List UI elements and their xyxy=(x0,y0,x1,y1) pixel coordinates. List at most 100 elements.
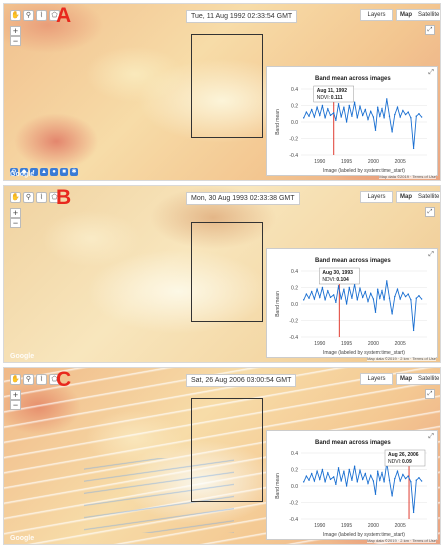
data-point xyxy=(324,117,326,119)
expand-icon[interactable]: ⤢ xyxy=(428,433,434,440)
data-point xyxy=(396,288,399,290)
tooltip-value: 0.111 xyxy=(331,95,343,101)
y-tick-label: 0.4 xyxy=(291,87,298,93)
y-tick-label: -0.4 xyxy=(289,153,298,159)
data-point xyxy=(321,104,324,107)
map-attribution[interactable]: Map data ©2019 · 2 km · Terms of Use xyxy=(367,356,436,361)
layers-button[interactable]: Layers xyxy=(360,191,393,203)
data-point xyxy=(415,479,417,481)
polyline-icon[interactable]: ⌇ xyxy=(36,192,47,203)
map-type-satellite-button[interactable]: Satellite xyxy=(418,376,440,382)
zoom-in-button[interactable]: + xyxy=(10,390,21,400)
hand-icon[interactable]: ✋ xyxy=(10,192,21,203)
map-panel-b[interactable]: ✋ ⚲ ⌇ ⬠ B Mon, 30 Aug 1993 02:33:38 GMT + −… xyxy=(3,185,441,363)
map-type-satellite-button[interactable]: Satellite xyxy=(418,12,440,18)
map-type-map-button[interactable]: Map xyxy=(400,12,412,18)
data-point xyxy=(379,115,381,117)
zoom-out-button[interactable]: − xyxy=(10,36,21,46)
map-panel-c[interactable]: ✋ ⚲ ⌇ ⬠ C Sat, 26 Aug 2006 03:00:54 GMT + −… xyxy=(3,367,441,545)
band-mean-chart[interactable]: ⤢ Band mean across images 0.4 0.2 0.0 -0.2 -0… xyxy=(266,430,438,540)
y-tick-label: -0.4 xyxy=(289,335,298,341)
data-point xyxy=(367,118,369,121)
x-tick-label: 2005 xyxy=(395,523,406,529)
drawing-toolbar: ✋ ⚲ ⌇ ⬠ xyxy=(10,192,60,206)
data-point xyxy=(340,480,342,482)
data-point xyxy=(327,290,329,292)
data-point xyxy=(327,472,329,474)
polygon-icon[interactable]: ⬠ xyxy=(49,374,60,385)
bottom-tool-icon[interactable]: ▲ xyxy=(40,168,48,176)
x-tick-label: 2000 xyxy=(368,159,379,165)
panel-letter: C xyxy=(56,368,72,391)
drawing-toolbar: ✋ ⚲ ⌇ ⬠ xyxy=(10,374,60,388)
polyline-icon[interactable]: ⌇ xyxy=(36,10,47,21)
marker-icon[interactable]: ⚲ xyxy=(23,374,34,385)
data-point xyxy=(319,114,321,117)
x-tick-label: 2000 xyxy=(368,523,379,529)
map-panel-a[interactable]: ✋ ⚲ ⌇ ⬠ A Tue, 11 Aug 1992 02:33:54 GMT + −… xyxy=(3,3,441,181)
region-of-interest-box[interactable] xyxy=(191,34,263,138)
data-point xyxy=(364,472,367,475)
data-point xyxy=(420,480,423,482)
data-point xyxy=(399,298,401,300)
data-point xyxy=(308,297,310,299)
data-point xyxy=(351,297,353,299)
data-point xyxy=(348,468,350,471)
data-point xyxy=(367,300,369,303)
polygon-icon[interactable]: ⬠ xyxy=(49,10,60,21)
tooltip-box xyxy=(313,85,354,103)
data-point xyxy=(313,116,316,118)
zoom-out-button[interactable]: − xyxy=(10,218,21,228)
marker-icon[interactable]: ⚲ xyxy=(23,192,34,203)
marker-icon[interactable]: ⚲ xyxy=(23,10,34,21)
layers-button[interactable]: Layers xyxy=(360,373,393,385)
fullscreen-icon[interactable]: ⤢ xyxy=(425,25,435,35)
x-tick-label: 1995 xyxy=(341,341,352,347)
region-of-interest-box[interactable] xyxy=(191,398,263,502)
data-point xyxy=(359,105,361,108)
region-of-interest-box[interactable] xyxy=(191,222,263,322)
map-type-satellite-button[interactable]: Satellite xyxy=(418,194,440,200)
data-point xyxy=(348,104,350,107)
polygon-icon[interactable]: ⬠ xyxy=(49,192,60,203)
data-point xyxy=(361,478,364,481)
data-point xyxy=(396,106,399,108)
data-point xyxy=(388,297,391,299)
band-mean-chart[interactable]: ⤢ Band mean across images 0.4 0.2 0.0 -0.2 -0… xyxy=(266,66,438,176)
bottom-tool-icon[interactable]: ■ xyxy=(60,168,68,176)
hand-icon[interactable]: ✋ xyxy=(10,374,21,385)
zoom-out-button[interactable]: − xyxy=(10,400,21,410)
y-tick-label: 0.0 xyxy=(291,120,298,126)
data-point xyxy=(359,287,361,290)
bottom-tool-icon[interactable]: ◐ xyxy=(30,168,38,176)
expand-icon[interactable]: ⤢ xyxy=(428,251,434,258)
image-timestamp: Sat, 26 Aug 2006 03:00:54 GMT xyxy=(186,374,297,387)
google-logo: Google xyxy=(10,353,35,360)
map-type-map-button[interactable]: Map xyxy=(400,376,412,382)
data-point xyxy=(386,280,388,282)
map-type-map-button[interactable]: Map xyxy=(400,194,412,200)
zoom-control: + − xyxy=(10,208,21,228)
data-point xyxy=(407,475,409,477)
hand-icon[interactable]: ✋ xyxy=(10,10,21,21)
bottom-tool-icon[interactable]: ◆ xyxy=(20,168,28,176)
y-tick-label: 0.0 xyxy=(291,484,298,490)
bottom-toolbar: ⚙ ◆ ◐ ▲ ● ■ ✱ xyxy=(10,168,78,176)
zoom-in-button[interactable]: + xyxy=(10,208,21,218)
map-attribution[interactable]: Map data ©2019 · Terms of Use xyxy=(379,174,436,179)
fullscreen-icon[interactable]: ⤢ xyxy=(425,389,435,399)
layers-button[interactable]: Layers xyxy=(360,9,393,21)
zoom-in-button[interactable]: + xyxy=(10,26,21,36)
y-tick-label: -0.4 xyxy=(289,517,298,523)
bottom-tool-icon[interactable]: ⚙ xyxy=(10,168,18,176)
fullscreen-icon[interactable]: ⤢ xyxy=(425,207,435,217)
map-attribution[interactable]: Map data ©2019 · 2 km · Terms of Use xyxy=(367,538,436,543)
band-mean-chart[interactable]: ⤢ Band mean across images 0.4 0.2 0.0 -0.2 -0… xyxy=(266,248,438,358)
expand-icon[interactable]: ⤢ xyxy=(428,69,434,76)
polyline-icon[interactable]: ⌇ xyxy=(36,374,47,385)
bottom-tool-icon[interactable]: ● xyxy=(50,168,58,176)
bottom-tool-icon[interactable]: ✱ xyxy=(70,168,78,176)
